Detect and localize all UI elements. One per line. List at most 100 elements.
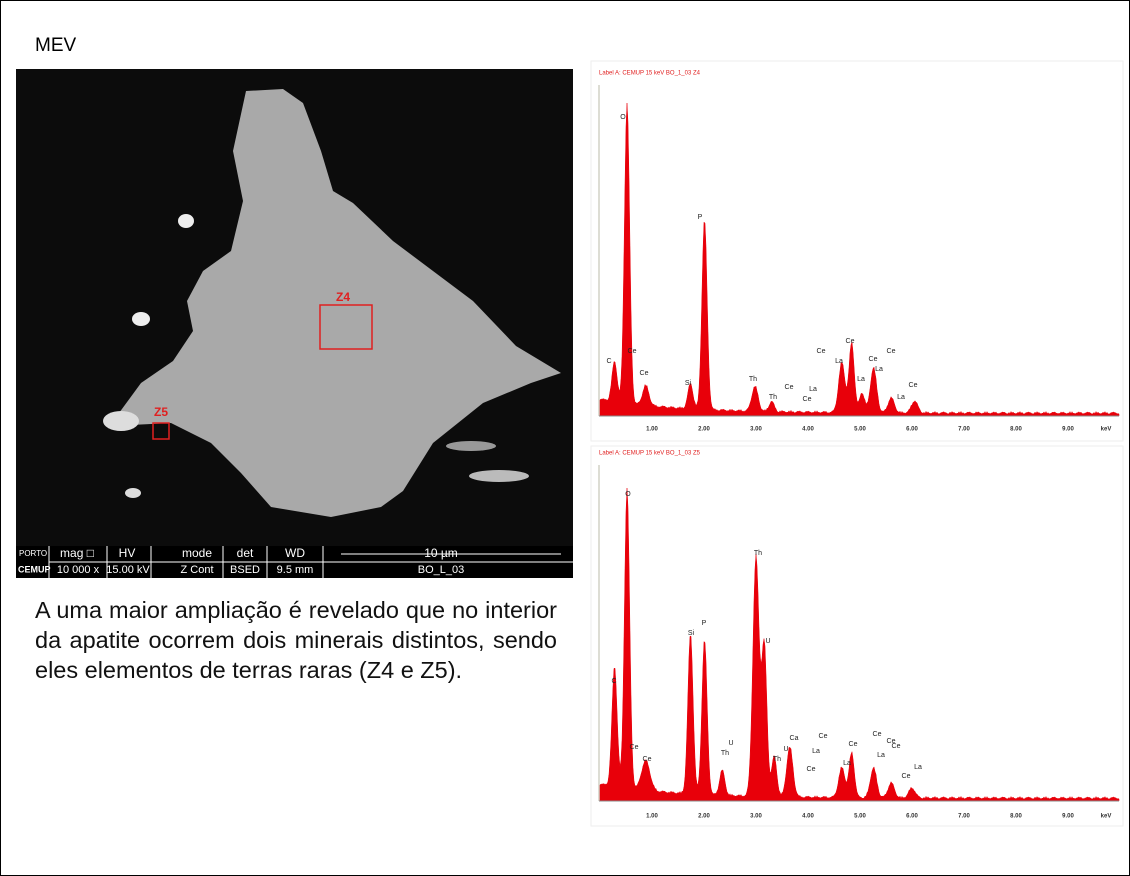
x-tick-label: 5.00 xyxy=(854,427,866,433)
x-tick-label: 7.00 xyxy=(958,427,970,433)
x-tick-label: 9.00 xyxy=(1062,814,1074,820)
peak-label: La xyxy=(809,386,817,393)
spectrum-frame xyxy=(590,60,1124,442)
info-value: 15.00 kV xyxy=(106,564,150,576)
peak-label: Ce xyxy=(817,348,826,355)
marker-label: Z5 xyxy=(154,405,168,419)
spectrum-trace xyxy=(599,102,1120,417)
peak-label: Ce xyxy=(819,733,828,740)
x-tick-label: 7.00 xyxy=(958,814,970,820)
x-tick-label: 2.00 xyxy=(698,427,710,433)
bright-inclusion xyxy=(103,411,139,431)
peak-label: U xyxy=(728,740,733,747)
peak-label: Ce xyxy=(869,356,878,363)
info-header: det xyxy=(237,546,254,560)
info-header: WD xyxy=(285,546,305,560)
spectrum-label: Label A: CEMUP 15 keV BO_1_03 Z4 xyxy=(599,71,701,77)
z5-box xyxy=(152,422,170,440)
peak-label: Ce xyxy=(873,731,882,738)
x-tick-label: 4.00 xyxy=(802,427,814,433)
peak-label: Ce xyxy=(902,773,911,780)
peak-label: U xyxy=(765,638,770,645)
spectrum-label: Label A: CEMUP 15 keV BO_1_03 Z5 xyxy=(599,451,701,457)
z4-box xyxy=(319,304,373,350)
spectrum-trace xyxy=(599,487,1120,802)
peak-label: La xyxy=(877,752,885,759)
peak-label: La xyxy=(835,358,843,365)
x-tick-label: 1.00 xyxy=(646,427,658,433)
info-value: 9.5 mm xyxy=(277,564,314,576)
apatite-grain xyxy=(119,89,561,517)
peak-label: Si xyxy=(685,380,692,387)
peak-label: La xyxy=(914,764,922,771)
peak-label: Ce xyxy=(849,741,858,748)
peak-label: U xyxy=(783,746,788,753)
peak-label: C xyxy=(611,678,616,685)
peak-label: Ce xyxy=(803,396,812,403)
info-header: mag □ xyxy=(60,546,94,560)
peak-label: Ce xyxy=(807,766,816,773)
marker-label: Z4 xyxy=(336,290,350,304)
x-tick-label: 3.00 xyxy=(750,427,762,433)
x-tick-label: keV xyxy=(1101,427,1112,433)
slide-title: MEV xyxy=(35,35,77,56)
peak-label: P xyxy=(698,214,703,221)
x-tick-label: 1.00 xyxy=(646,814,658,820)
peak-label: Ce xyxy=(643,756,652,763)
peak-label: Ce xyxy=(630,744,639,751)
info-header: mode xyxy=(182,546,212,560)
spectrum-frame xyxy=(590,445,1124,827)
peak-label: Ce xyxy=(887,738,896,745)
x-tick-label: 8.00 xyxy=(1010,427,1022,433)
x-tick-label: 8.00 xyxy=(1010,814,1022,820)
peak-label: Th xyxy=(754,550,762,557)
peak-label: La xyxy=(857,376,865,383)
info-header: 10 µm xyxy=(424,546,458,560)
peak-label: Th xyxy=(773,756,781,763)
x-tick-label: keV xyxy=(1101,814,1112,820)
peak-label: O xyxy=(625,491,631,498)
peak-label: Ce xyxy=(785,384,794,391)
logo: CEMUP xyxy=(18,564,51,574)
peak-label: O xyxy=(620,114,626,121)
peak-label: Th xyxy=(769,394,777,401)
x-tick-label: 6.00 xyxy=(906,814,918,820)
peak-label: Ca xyxy=(790,735,799,742)
sem-image: Z4 Z5 xyxy=(16,69,573,578)
x-tick-label: 6.00 xyxy=(906,427,918,433)
info-value: BSED xyxy=(230,564,260,576)
bright-inclusion xyxy=(178,214,194,228)
peak-label: Th xyxy=(721,750,729,757)
x-tick-label: 5.00 xyxy=(854,814,866,820)
info-value: BO_L_03 xyxy=(418,564,464,576)
peak-label: La xyxy=(812,748,820,755)
peak-label: Ce xyxy=(846,338,855,345)
peak-label: P xyxy=(702,620,707,627)
description: A uma maior ampliação é revelado que no … xyxy=(35,597,557,683)
peak-label: Th xyxy=(749,376,757,383)
info-header: HV xyxy=(119,546,136,560)
x-tick-label: 4.00 xyxy=(802,814,814,820)
peak-label: Ce xyxy=(628,348,637,355)
bright-inclusion xyxy=(125,488,141,498)
peak-label: Ce xyxy=(640,370,649,377)
peak-label: La xyxy=(875,366,883,373)
logo: PORTO xyxy=(19,549,47,558)
peak-label: La xyxy=(843,760,851,767)
peak-label: La xyxy=(897,394,905,401)
peak-label: Si xyxy=(688,630,695,637)
peak-label: Ce xyxy=(892,743,901,750)
info-value: 10 000 x xyxy=(57,564,100,576)
x-tick-label: 3.00 xyxy=(750,814,762,820)
bright-inclusion xyxy=(446,441,496,451)
bright-inclusion xyxy=(469,470,529,482)
info-value: Z Cont xyxy=(180,564,213,576)
peak-label: C xyxy=(606,358,611,365)
x-tick-label: 2.00 xyxy=(698,814,710,820)
bright-inclusion xyxy=(132,312,150,326)
peak-label: Ce xyxy=(909,382,918,389)
x-tick-label: 9.00 xyxy=(1062,427,1074,433)
peak-label: Ce xyxy=(887,348,896,355)
